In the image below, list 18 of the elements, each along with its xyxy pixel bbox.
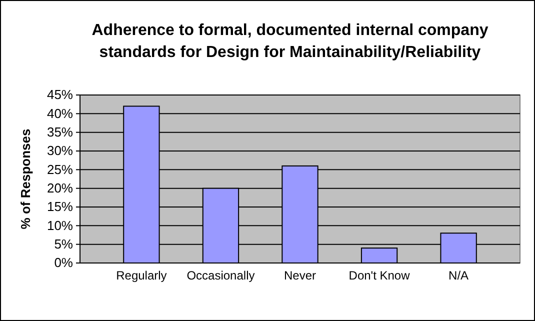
x-tick-label: Don't Know [348,268,410,283]
y-tick-label: 35% [46,124,74,140]
bar [360,248,398,264]
y-tick-label: 0% [54,255,74,270]
y-tick-label: 45% [46,87,74,102]
y-tick-label: 15% [46,199,74,214]
x-tick-label: Never [284,268,316,283]
y-axis-title: % of Responses [18,128,33,230]
x-tick-label: N/A [448,268,469,283]
chart-title: Adherence to formal, documented internal company standards for Design for Maintainability/Reliability [92,22,488,61]
x-tick-label: Occasionally [186,268,255,283]
y-tick-label: 25% [46,162,74,177]
y-tick-label: 20% [46,180,74,196]
y-tick-label: 40% [46,106,74,121]
x-tick-label: Regularly [116,268,167,283]
y-tick-label: 30% [46,143,74,158]
y-tick-label: 5% [54,236,74,252]
y-tick-label: 10% [46,218,74,233]
